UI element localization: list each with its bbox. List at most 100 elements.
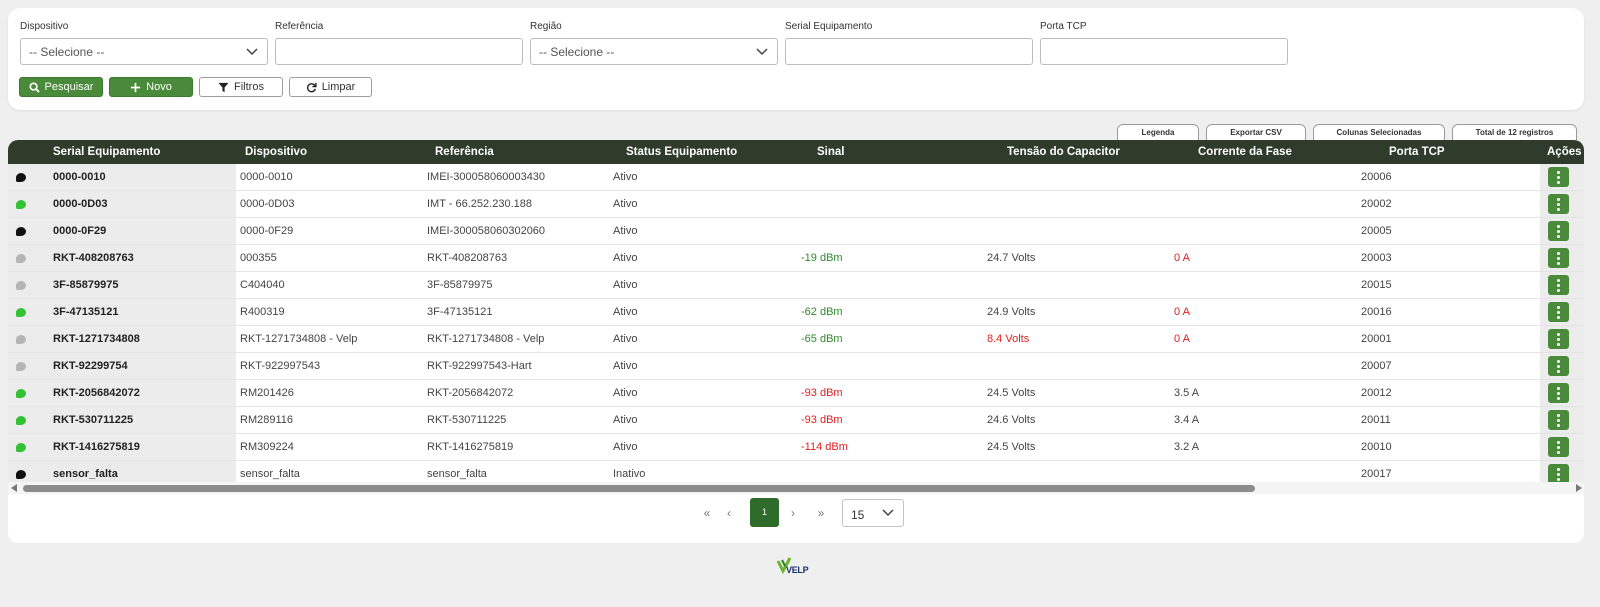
kebab-dot-icon: [1557, 472, 1560, 476]
cell-tensao: 24.5 Volts: [987, 441, 1036, 453]
legend-tab[interactable]: Legenda: [1117, 124, 1199, 140]
row-actions-button[interactable]: [1548, 194, 1569, 214]
cell-tensao: 8.4 Volts: [987, 333, 1030, 345]
column-header[interactable]: Porta TCP: [1389, 146, 1445, 158]
cell-porta-tcp: 20001: [1361, 333, 1392, 345]
cell-dispositivo: C404040: [240, 279, 285, 291]
serial-column-bg: [8, 380, 236, 406]
referencia-input[interactable]: [275, 38, 523, 65]
table-row[interactable]: 0000-0D03 0000-0D03 IMT - 66.252.230.188 At…: [8, 191, 1584, 218]
scroll-right-arrow[interactable]: [1576, 484, 1582, 492]
selected-columns-tab[interactable]: Colunas Selecionadas: [1313, 124, 1445, 140]
clear-button[interactable]: Limpar: [289, 77, 372, 97]
serial-column-bg: [8, 353, 236, 379]
column-header[interactable]: Dispositivo: [245, 146, 307, 158]
cell-porta-tcp: 20010: [1361, 441, 1392, 453]
cell-status: Ativo: [613, 279, 638, 291]
serial-input[interactable]: [785, 38, 1033, 65]
page-size-value: 15: [851, 508, 865, 522]
plus-icon: [131, 82, 141, 92]
cell-status: Ativo: [613, 198, 638, 210]
row-actions-button[interactable]: [1548, 275, 1569, 295]
cell-corrente: 3.4 A: [1174, 414, 1200, 426]
status-dot-icon: [16, 443, 26, 452]
cell-porta-tcp: 20003: [1361, 252, 1392, 264]
search-button[interactable]: Pesquisar: [19, 77, 103, 97]
clear-button-label: Limpar: [321, 81, 356, 93]
cell-status: Ativo: [613, 171, 638, 183]
kebab-dot-icon: [1557, 396, 1560, 400]
column-header[interactable]: Corrente da Fase: [1198, 146, 1292, 158]
table-row[interactable]: RKT-408208763 000355 RKT-408208763 Ativo -19…: [8, 245, 1584, 272]
cell-referencia: RKT-922997543-Hart: [427, 360, 532, 372]
row-actions-button[interactable]: [1548, 410, 1569, 430]
cell-porta-tcp: 20006: [1361, 171, 1392, 183]
cell-serial: sensor_falta: [53, 468, 118, 480]
regiao-select[interactable]: -- Selecione --: [530, 38, 778, 65]
row-actions-button[interactable]: [1548, 437, 1569, 457]
row-actions-button[interactable]: [1548, 464, 1569, 484]
next-page-button[interactable]: ›: [791, 506, 795, 520]
row-actions-button[interactable]: [1548, 302, 1569, 322]
table-row[interactable]: 0000-0F29 0000-0F29 IMEI-300058060302060 At…: [8, 218, 1584, 245]
cell-referencia: IMEI-300058060302060: [427, 225, 546, 237]
cell-sinal: -93 dBm: [801, 414, 843, 426]
kebab-dot-icon: [1557, 418, 1560, 422]
cell-porta-tcp: 20002: [1361, 198, 1392, 210]
table-row[interactable]: RKT-92299754 RKT-922997543 RKT-922997543-H…: [8, 353, 1584, 380]
table-row[interactable]: 3F-47135121 R400319 3F-47135121 Ativo -62 dB…: [8, 299, 1584, 326]
serial-column-bg: [8, 245, 236, 271]
row-actions-button[interactable]: [1548, 329, 1569, 349]
pagination: « ‹ 1 › » 15: [8, 498, 1584, 528]
cell-dispositivo: RM201426: [240, 387, 294, 399]
filter-porta-tcp: Porta TCP: [1040, 21, 1288, 65]
last-page-button[interactable]: »: [817, 506, 825, 520]
kebab-dot-icon: [1557, 256, 1560, 260]
export-csv-tab[interactable]: Exportar CSV: [1206, 124, 1306, 140]
cell-referencia: RKT-1416275819: [427, 441, 514, 453]
column-header[interactable]: Serial Equipamento: [53, 146, 161, 158]
first-page-button[interactable]: «: [703, 506, 711, 520]
row-actions-button[interactable]: [1548, 167, 1569, 187]
horizontal-scrollbar[interactable]: [8, 482, 1584, 494]
refresh-icon: [306, 82, 317, 92]
column-header[interactable]: Tensão do Capacitor: [1007, 146, 1120, 158]
prev-page-button[interactable]: ‹: [727, 506, 731, 520]
table-row[interactable]: 3F-85879975 C404040 3F-85879975 Ativo 20015: [8, 272, 1584, 299]
scroll-left-arrow[interactable]: [11, 484, 17, 492]
regiao-select-value: -- Selecione --: [539, 45, 615, 59]
column-header[interactable]: Sinal: [817, 146, 845, 158]
table-row[interactable]: RKT-2056842072 RM201426 RKT-2056842072 Ativ…: [8, 380, 1584, 407]
table-row[interactable]: 0000-0010 0000-0010 IMEI-300058060003430 At…: [8, 164, 1584, 191]
filter-referencia-label: Referência: [275, 21, 324, 32]
search-button-label: Pesquisar: [44, 81, 94, 93]
new-button[interactable]: Novo: [109, 77, 193, 97]
filter-dispositivo: Dispositivo -- Selecione --: [20, 21, 268, 65]
cell-porta-tcp: 20005: [1361, 225, 1392, 237]
row-actions-button[interactable]: [1548, 248, 1569, 268]
kebab-dot-icon: [1557, 207, 1560, 211]
cell-corrente: 0 A: [1174, 306, 1190, 318]
dispositivo-select[interactable]: -- Selecione --: [20, 38, 268, 65]
cell-porta-tcp: 20015: [1361, 279, 1392, 291]
column-header[interactable]: Referência: [435, 146, 494, 158]
current-page-button[interactable]: 1: [750, 498, 779, 527]
table-row[interactable]: RKT-1416275819 RM309224 RKT-1416275819 Ativ…: [8, 434, 1584, 461]
cell-status: Ativo: [613, 360, 638, 372]
filters-button[interactable]: Filtros: [199, 77, 283, 97]
row-actions-button[interactable]: [1548, 383, 1569, 403]
page-size-select[interactable]: 15: [842, 499, 904, 527]
scrollbar-thumb[interactable]: [23, 485, 1255, 492]
filter-panel: Dispositivo -- Selecione -- Referência R…: [8, 8, 1584, 110]
filter-referencia: Referência: [275, 21, 523, 65]
row-actions-button[interactable]: [1548, 356, 1569, 376]
column-header[interactable]: Status Equipamento: [626, 146, 738, 158]
table-row[interactable]: RKT-530711225 RM289116 RKT-530711225 Ativo -…: [8, 407, 1584, 434]
kebab-dot-icon: [1557, 391, 1560, 395]
table-row[interactable]: RKT-1271734808 RKT-1271734808 - Velp RKT-1…: [8, 326, 1584, 353]
kebab-dot-icon: [1557, 180, 1560, 184]
row-actions-button[interactable]: [1548, 221, 1569, 241]
porta-tcp-input[interactable]: [1040, 38, 1288, 65]
velp-logo-mark: [776, 557, 792, 575]
cell-porta-tcp: 20007: [1361, 360, 1392, 372]
